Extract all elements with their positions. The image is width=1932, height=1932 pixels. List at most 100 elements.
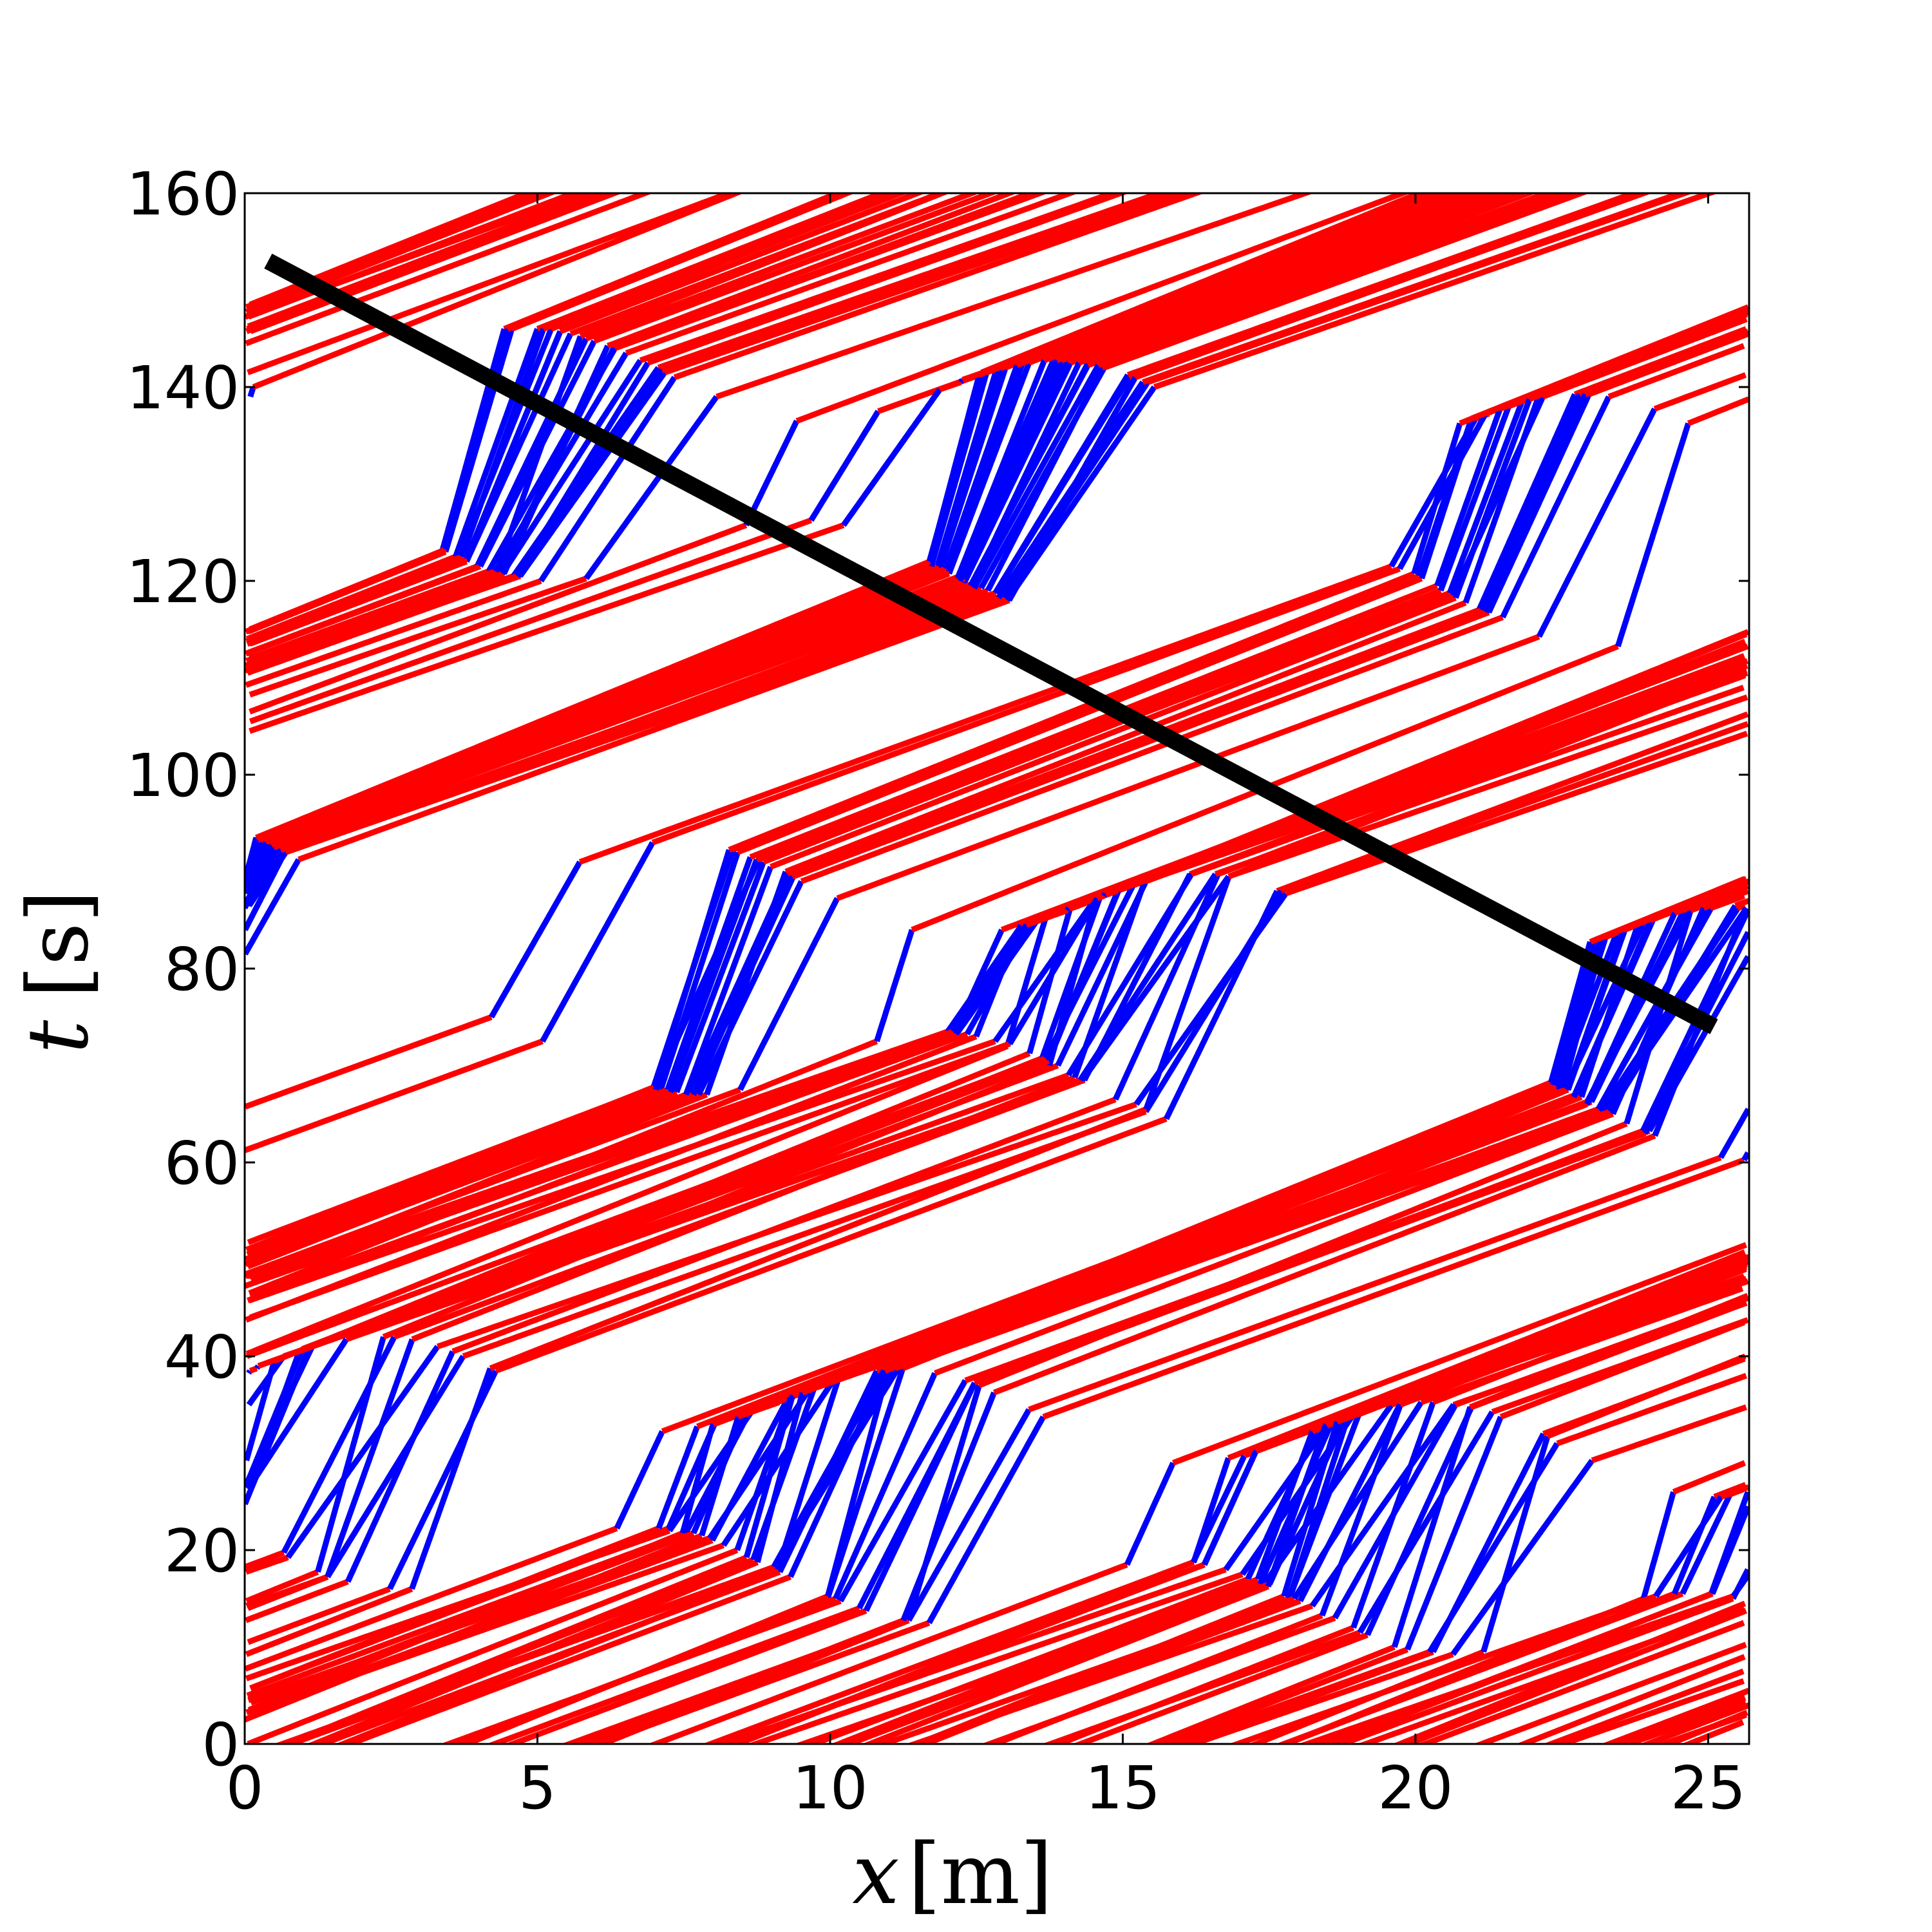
trajectory-stopped-segment: [900, 1391, 997, 1622]
trajectory-stopped-segment: [409, 1367, 493, 1590]
y-axis-symbol: t: [9, 1019, 107, 1054]
trajectory-stopped-segment: [1388, 417, 1479, 568]
trajectory-stopped-segment: [1397, 412, 1488, 571]
trajectory-moving-segment: [345, 1077, 1081, 1342]
trajectory-moving-segment: [1184, 1651, 1454, 1744]
trajectory-moving-segment: [715, 193, 1314, 400]
x-axis-title: x [m]: [852, 1825, 1052, 1923]
trajectory-stopped-segment: [1640, 1491, 1676, 1600]
trajectory-moving-segment: [1653, 372, 1747, 412]
trajectory-moving-segment: [249, 522, 845, 734]
trajectory-stopped-segment: [1046, 887, 1122, 1062]
trajectory-stopped-segment: [1190, 1454, 1247, 1564]
trajectory-stopped-segment: [247, 386, 256, 398]
trajectory-moving-segment: [1674, 883, 1747, 916]
trajectory-stopped-segment: [906, 1408, 1032, 1622]
trajectory-moving-segment: [625, 193, 1079, 356]
trajectory-stopped-segment: [1255, 1430, 1316, 1580]
reference-line: [264, 253, 1718, 1034]
trajectory-stopped-segment: [683, 866, 773, 1096]
trajectory-moving-segment: [285, 597, 1009, 855]
trajectory-stopped-segment: [743, 1394, 796, 1558]
trajectory-moving-segment: [1190, 672, 1747, 877]
trajectory-stopped-segment: [754, 1392, 806, 1563]
trajectory-stopped-segment: [1741, 1151, 1749, 1162]
trajectory-moving-segment: [1620, 1700, 1747, 1744]
trajectory-moving-segment: [486, 1605, 860, 1744]
trajectory-moving-segment: [249, 1041, 1011, 1321]
trajectory-moving-segment: [786, 607, 1483, 877]
trajectory-moving-segment: [1156, 1647, 1409, 1744]
trajectory-stopped-segment: [1680, 1493, 1733, 1595]
trajectory-stopped-segment: [943, 364, 1020, 570]
trajectory-stopped-segment: [996, 380, 1146, 600]
trajectory-stopped-segment: [1101, 892, 1108, 898]
trajectory-moving-segment: [1171, 1242, 1748, 1466]
y-axis-ticks: 0 20 40 60 80 100 120 140 160: [126, 160, 1749, 1779]
trajectory-moving-segment: [1401, 1607, 1747, 1744]
trajectory-moving-segment: [245, 564, 482, 657]
y-tick-label: 120: [126, 547, 240, 616]
trajectory-moving-segment: [504, 1607, 867, 1744]
trajectory-stopped-segment: [961, 359, 1070, 580]
trajectory-stopped-segment: [927, 374, 982, 563]
trajectory-moving-segment: [246, 1086, 658, 1258]
trajectory-stopped-segment: [685, 873, 791, 1096]
trajectory-moving-segment: [252, 193, 744, 390]
trajectory-moving-segment: [279, 1555, 748, 1744]
trajectory-moving-segment: [550, 193, 909, 332]
trajectory-moving-segment: [909, 1593, 1285, 1744]
trajectory-moving-segment: [489, 1106, 1148, 1371]
trajectory-moving-segment: [578, 564, 1392, 865]
trajectory-moving-segment: [961, 193, 1510, 383]
trajectory-moving-segment: [245, 193, 618, 334]
trajectory-stopped-segment: [874, 929, 915, 1043]
trajectory-moving-segment: [836, 634, 1540, 902]
trajectory-stopped-segment: [614, 1430, 665, 1530]
trajectory-moving-segment: [1096, 893, 1105, 902]
trajectory-moving-segment: [559, 193, 925, 334]
x-axis-symbol: x: [852, 1825, 899, 1923]
trajectory-stopped-segment: [690, 875, 795, 1096]
trajectory-moving-segment: [245, 1014, 493, 1110]
trajectory-moving-segment: [992, 1133, 1656, 1396]
trajectory-moving-segment: [245, 1525, 618, 1672]
x-axis-unit: [m]: [908, 1825, 1053, 1923]
trajectory-moving-segment: [1097, 193, 1577, 368]
trajectory-moving-segment: [1542, 1356, 1746, 1437]
trajectory-moving-segment: [1554, 1678, 1745, 1744]
trajectory-moving-segment: [978, 1121, 1628, 1388]
trajectory-moving-segment: [1702, 888, 1749, 911]
trajectory-moving-segment: [607, 193, 1018, 349]
x-tick-label: 0: [226, 1754, 264, 1823]
trajectory-moving-segment: [1640, 1702, 1749, 1744]
trajectory-moving-segment: [1584, 331, 1746, 397]
trajectory-stopped-segment: [443, 328, 511, 551]
trajectory-stopped-segment: [1446, 401, 1525, 594]
trajectory-moving-segment: [245, 1569, 319, 1604]
trajectory-stopped-segment: [464, 330, 564, 560]
trajectory-stopped-segment: [515, 361, 651, 578]
trajectory-stopped-segment: [1610, 907, 1707, 1115]
trajectory-moving-segment: [1420, 1285, 1744, 1405]
trajectory-stopped-segment: [992, 896, 1099, 1043]
trajectory-moving-segment: [1399, 1266, 1747, 1408]
trajectory-stopped-segment: [833, 1372, 938, 1600]
trajectory-stopped-segment: [1286, 1416, 1351, 1600]
trajectory-moving-segment: [247, 1084, 657, 1245]
trajectory-moving-segment: [1417, 1620, 1745, 1744]
trajectory-moving-segment: [1086, 193, 1562, 368]
trajectory-moving-segment: [1042, 1629, 1361, 1744]
trajectories-layer: [245, 174, 1749, 1744]
trajectory-moving-segment: [1589, 876, 1746, 945]
trajectory-stopped-segment: [1007, 896, 1100, 1045]
trajectory-stopped-segment: [674, 860, 766, 1094]
trajectory-moving-segment: [1612, 1695, 1747, 1744]
trajectory-moving-segment: [647, 1562, 1128, 1744]
trajectory-moving-segment: [247, 174, 261, 179]
trajectory-moving-segment: [495, 1116, 1168, 1374]
trajectory-stopped-segment: [971, 363, 1101, 590]
trajectory-moving-segment: [1473, 1642, 1747, 1744]
trajectory-moving-segment: [246, 573, 519, 676]
